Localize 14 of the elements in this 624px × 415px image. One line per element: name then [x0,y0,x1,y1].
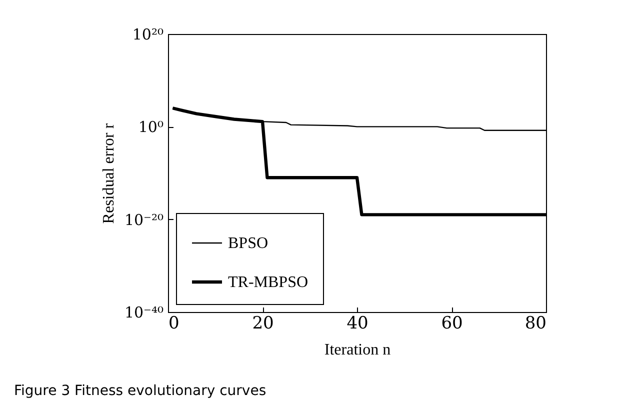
x-tick-label: 40 [346,314,368,334]
y-tick-label: 10⁻⁴⁰ [124,304,164,322]
x-tick-label: 0 [168,314,180,334]
y-tick-label: 10⁰ [138,118,164,136]
legend-label: TR-MBPSO [228,274,308,291]
x-tick-label: 20 [252,314,274,334]
legend-label: BPSO [228,235,268,252]
y-tick-label: 10⁻²⁰ [124,210,164,229]
x-tick-label: 60 [441,314,463,334]
y-tick-label: 10²⁰ [132,26,164,44]
caption: Figure 3 Fitness evolutionary curves [14,383,266,399]
y-axis-title: Residual error r [100,122,118,224]
x-axis-title: Iteration n [324,342,391,358]
x-tick-label: 80 [524,314,546,334]
